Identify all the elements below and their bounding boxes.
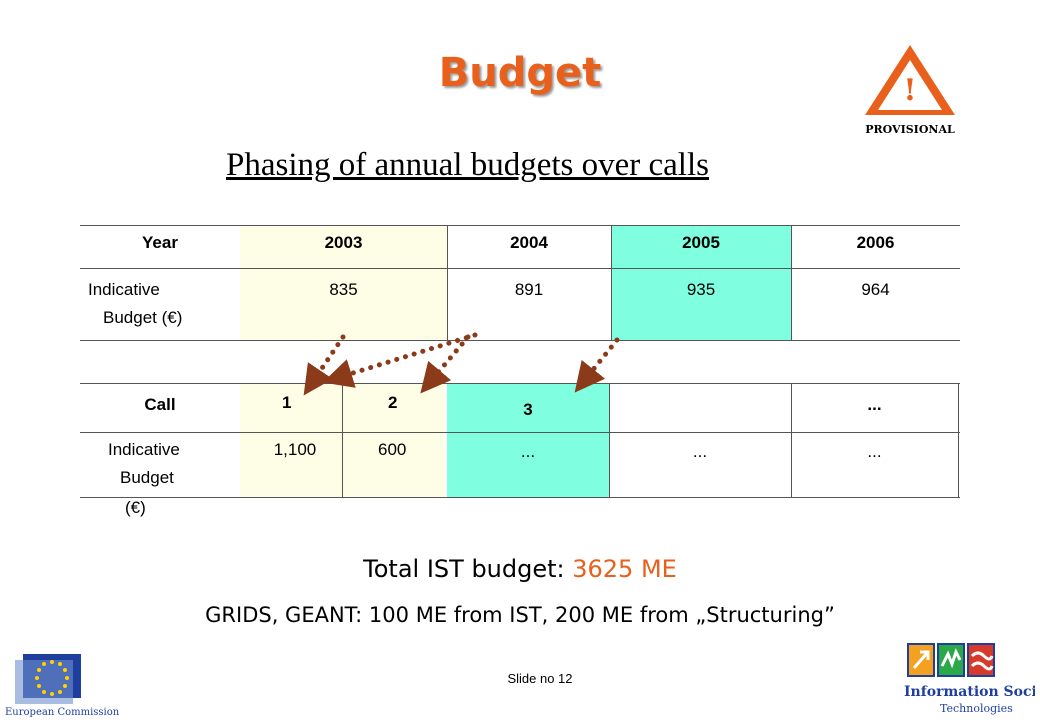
call-cell: 3 xyxy=(523,400,533,419)
total-budget-prefix: Total IST budget: xyxy=(363,555,573,583)
table-rule xyxy=(80,432,960,433)
grids-geant-line: GRIDS, GEANT: 100 ME from IST, 200 ME fr… xyxy=(205,603,835,627)
call-budget-value: ... xyxy=(520,442,536,461)
call-budget-value: 600 xyxy=(378,440,407,459)
european-commission-logo: European Commission xyxy=(5,654,120,718)
call-budget-value: ... xyxy=(692,442,708,461)
year-cell: 2006 xyxy=(856,233,895,252)
arrow-2005-to-call3 xyxy=(574,337,620,393)
call-cell: 1 xyxy=(282,393,292,412)
year-cell: 2005 xyxy=(682,233,720,252)
year-header: Year xyxy=(142,233,178,252)
slide-subtitle: Phasing of annual budgets over calls xyxy=(226,147,709,183)
table-rule xyxy=(80,268,960,269)
call-header: Call xyxy=(144,395,176,414)
ist-logo-line2: Technologies xyxy=(940,702,1013,715)
total-budget-line: Total IST budget: 3625 ME xyxy=(0,555,1040,583)
call-cell: 2 xyxy=(388,393,398,412)
year-cell: 2003 xyxy=(324,233,363,252)
budget-value: 891 xyxy=(514,280,544,299)
total-budget-value: 3625 ME xyxy=(572,555,677,583)
table-rule xyxy=(80,340,960,341)
budget-row-label: Budget (€) xyxy=(103,308,183,327)
ec-logo-caption: European Commission xyxy=(5,707,120,718)
slide-title: Budget xyxy=(438,50,602,96)
table-rule xyxy=(80,497,960,498)
ist-logo-line1: Information Society xyxy=(904,684,1035,700)
table-divider xyxy=(958,383,959,498)
call-budget-label: (€) xyxy=(125,498,146,517)
call-budget-label: Indicative xyxy=(108,440,180,459)
year-2005-column xyxy=(611,225,791,340)
information-society-logo: Information Society Technologies xyxy=(904,643,1035,715)
budget-row-label: Indicative xyxy=(88,280,160,299)
warning-triangle-icon: ! xyxy=(865,45,955,115)
table-rule xyxy=(80,225,960,226)
call-budget-value: 1,100 xyxy=(273,440,317,459)
arrow-2004-to-call1 xyxy=(322,332,478,388)
table-divider xyxy=(447,225,448,340)
table-divider xyxy=(791,383,792,498)
call-3-column xyxy=(447,383,609,498)
slide-number: Slide no 12 xyxy=(507,671,573,686)
budget-value: 935 xyxy=(686,280,716,299)
table-rule xyxy=(80,383,960,384)
table-divider xyxy=(791,225,792,340)
call-cell: ... xyxy=(867,395,882,414)
warning-mark: ! xyxy=(903,73,916,108)
year-2003-column xyxy=(240,225,447,340)
arrow-2004-to-call2 xyxy=(420,334,471,394)
table-divider xyxy=(342,383,343,498)
call-budget-label: Budget xyxy=(120,468,174,487)
arrow-2003-to-call1 xyxy=(303,334,346,396)
provisional-label: PROVISIONAL xyxy=(865,123,955,136)
table-divider xyxy=(611,225,612,340)
year-cell: 2004 xyxy=(510,233,548,252)
budget-value: 835 xyxy=(329,280,358,299)
call-budget-value: ... xyxy=(867,442,882,461)
table-divider xyxy=(609,383,610,498)
budget-value: 964 xyxy=(861,280,890,299)
